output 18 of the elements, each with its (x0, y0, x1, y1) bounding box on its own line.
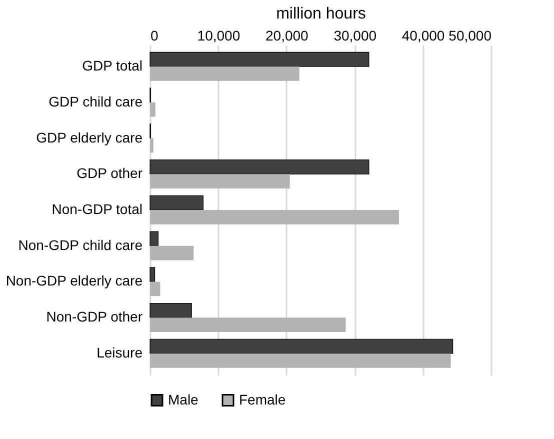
y-tick-label: GDP elderly care (36, 129, 143, 146)
y-tick-label: GDP child care (48, 93, 143, 110)
y-tick-label: Non-GDP child care (18, 236, 143, 253)
y-tick-label: Leisure (96, 344, 143, 360)
x-tick-label: 40,000 (402, 28, 445, 44)
y-tick-label: Non-GDP total (52, 201, 142, 217)
x-tick-label: 30,000 (334, 28, 377, 44)
legend-label: Female (239, 391, 286, 408)
x-tick-label: 10,000 (197, 28, 240, 44)
y-tick-label: GDP other (76, 165, 143, 182)
legend-label: Male (168, 391, 199, 408)
y-tick-label: Non-GDP other (46, 308, 143, 325)
x-tick-label: 20,000 (265, 28, 309, 44)
y-tick-label: Non-GDP elderly care (6, 272, 143, 289)
y-tick-label: GDP total (82, 58, 142, 74)
x-axis-title: million hours (276, 6, 366, 22)
x-tick-label: 0 (150, 28, 158, 44)
x-tick-label: 50,000 (448, 28, 492, 44)
